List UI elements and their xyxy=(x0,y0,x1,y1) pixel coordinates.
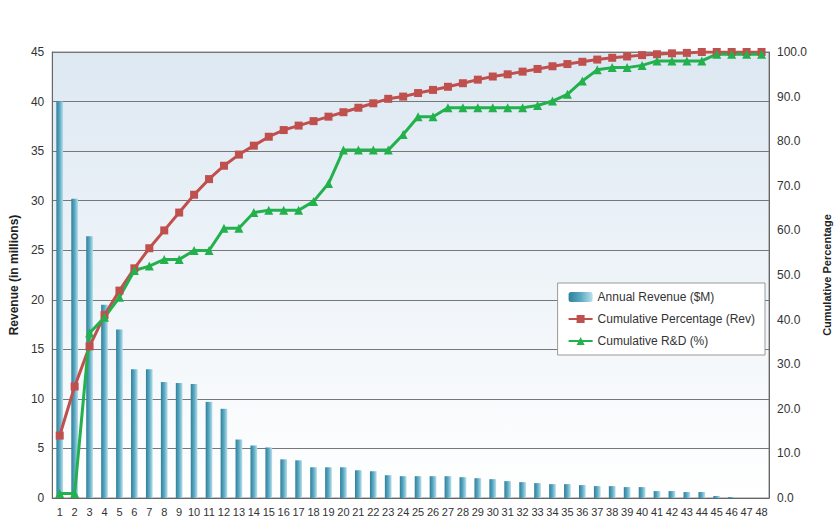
svg-text:8: 8 xyxy=(161,506,167,518)
svg-text:1: 1 xyxy=(57,506,63,518)
svg-text:43: 43 xyxy=(681,506,693,518)
svg-text:5: 5 xyxy=(38,441,45,455)
svg-text:22: 22 xyxy=(367,506,379,518)
svg-text:25: 25 xyxy=(31,243,45,257)
svg-text:28: 28 xyxy=(457,506,469,518)
svg-text:24: 24 xyxy=(397,506,409,518)
svg-text:32: 32 xyxy=(516,506,528,518)
svg-text:18: 18 xyxy=(307,506,319,518)
svg-text:9: 9 xyxy=(176,506,182,518)
svg-text:10: 10 xyxy=(31,392,45,406)
svg-text:27: 27 xyxy=(442,506,454,518)
svg-text:29: 29 xyxy=(472,506,484,518)
svg-text:13: 13 xyxy=(233,506,245,518)
svg-text:23: 23 xyxy=(382,506,394,518)
svg-text:44: 44 xyxy=(696,506,708,518)
svg-text:42: 42 xyxy=(666,506,678,518)
svg-text:11: 11 xyxy=(203,506,214,518)
svg-text:40: 40 xyxy=(31,95,45,109)
svg-text:3: 3 xyxy=(87,506,93,518)
svg-text:30: 30 xyxy=(487,506,499,518)
svg-text:Annual Revenue ($M): Annual Revenue ($M) xyxy=(598,290,715,304)
svg-text:70.0: 70.0 xyxy=(777,179,801,193)
svg-text:47: 47 xyxy=(740,506,752,518)
svg-text:50.0: 50.0 xyxy=(777,268,801,282)
svg-text:15: 15 xyxy=(263,506,275,518)
svg-text:25: 25 xyxy=(412,506,424,518)
svg-text:35: 35 xyxy=(31,144,45,158)
svg-text:Cumulative R&D (%): Cumulative R&D (%) xyxy=(598,334,709,348)
svg-text:15: 15 xyxy=(31,342,45,356)
svg-text:39: 39 xyxy=(621,506,633,518)
svg-text:90.0: 90.0 xyxy=(777,90,801,104)
svg-text:12: 12 xyxy=(218,506,230,518)
svg-text:30.0: 30.0 xyxy=(777,357,801,371)
svg-text:2: 2 xyxy=(72,506,78,518)
svg-text:20: 20 xyxy=(337,506,349,518)
svg-text:10: 10 xyxy=(188,506,200,518)
svg-text:36: 36 xyxy=(576,506,588,518)
svg-text:14: 14 xyxy=(248,506,260,518)
svg-text:30: 30 xyxy=(31,194,45,208)
svg-text:0.0: 0.0 xyxy=(777,491,794,505)
svg-text:26: 26 xyxy=(427,506,439,518)
svg-text:Cumulative Percentage: Cumulative Percentage xyxy=(821,214,833,336)
svg-text:10.0: 10.0 xyxy=(777,446,801,460)
svg-text:19: 19 xyxy=(322,506,334,518)
svg-text:7: 7 xyxy=(146,506,152,518)
svg-text:31: 31 xyxy=(502,506,514,518)
svg-text:21: 21 xyxy=(352,506,364,518)
svg-text:41: 41 xyxy=(651,506,663,518)
svg-text:34: 34 xyxy=(546,506,558,518)
svg-text:Revenue (in millions): Revenue (in millions) xyxy=(7,215,21,336)
svg-text:20: 20 xyxy=(31,293,45,307)
svg-text:6: 6 xyxy=(131,506,137,518)
svg-text:4: 4 xyxy=(101,506,107,518)
svg-text:20.0: 20.0 xyxy=(777,402,801,416)
svg-text:60.0: 60.0 xyxy=(777,223,801,237)
svg-text:45: 45 xyxy=(31,45,45,59)
svg-text:45: 45 xyxy=(711,506,723,518)
svg-text:40.0: 40.0 xyxy=(777,313,801,327)
svg-text:17: 17 xyxy=(293,506,305,518)
svg-text:80.0: 80.0 xyxy=(777,134,801,148)
svg-text:0: 0 xyxy=(38,491,45,505)
svg-text:16: 16 xyxy=(278,506,290,518)
svg-text:100.0: 100.0 xyxy=(777,45,807,59)
svg-text:33: 33 xyxy=(531,506,543,518)
svg-text:5: 5 xyxy=(116,506,122,518)
svg-text:48: 48 xyxy=(755,506,767,518)
svg-text:46: 46 xyxy=(726,506,738,518)
svg-text:38: 38 xyxy=(606,506,618,518)
svg-text:Cumulative Percentage (Rev): Cumulative Percentage (Rev) xyxy=(598,312,755,326)
svg-text:37: 37 xyxy=(591,506,603,518)
svg-text:35: 35 xyxy=(561,506,573,518)
svg-text:40: 40 xyxy=(636,506,648,518)
